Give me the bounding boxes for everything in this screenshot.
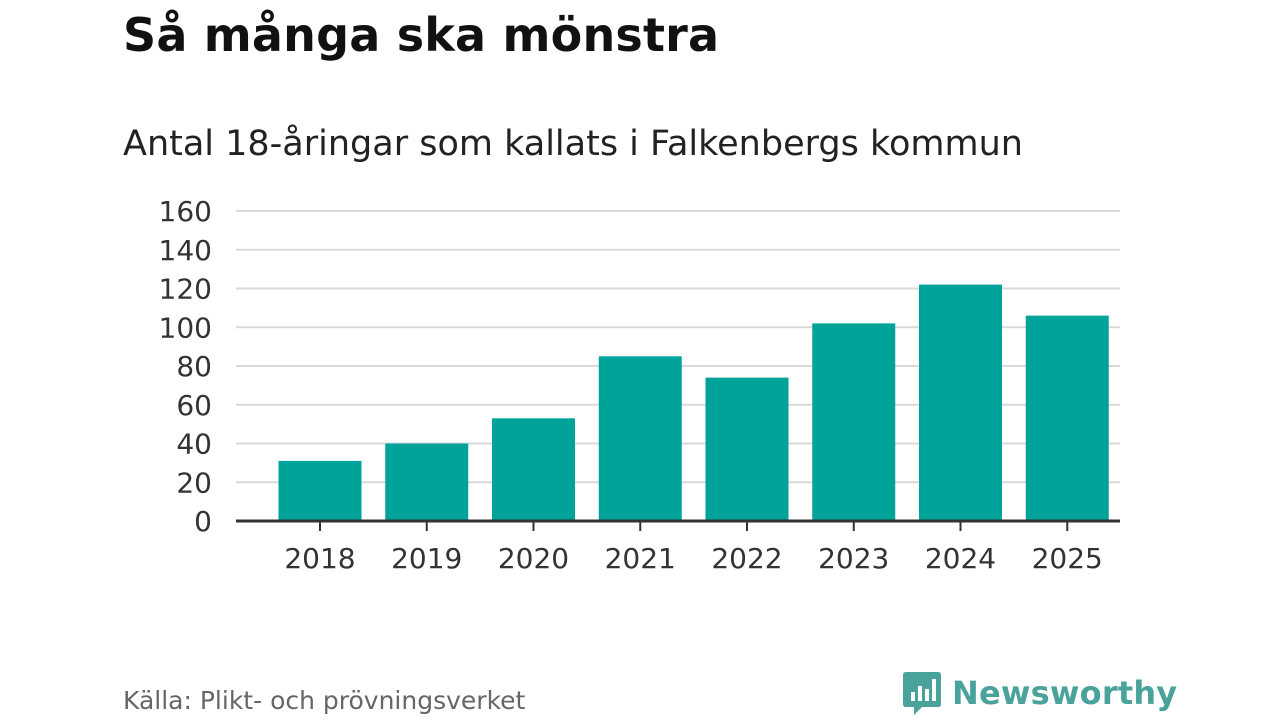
source-note: Källa: Plikt- och prövningsverket: [123, 686, 526, 715]
x-tick-label: 2021: [605, 542, 676, 575]
bar-2025: [1025, 315, 1109, 521]
y-tick-label: 0: [194, 505, 212, 538]
y-tick-label: 140: [159, 234, 212, 267]
bar-2022: [705, 377, 789, 521]
x-tick-label: 2025: [1032, 542, 1103, 575]
y-tick-label: 40: [176, 428, 212, 461]
x-tick-label: 2018: [284, 542, 355, 575]
x-tick-label: 2020: [498, 542, 569, 575]
x-tick-label: 2019: [391, 542, 462, 575]
y-tick-label: 120: [159, 273, 212, 306]
bar-2019: [385, 443, 469, 521]
y-tick-label: 60: [176, 389, 212, 422]
x-tick-label: 2023: [818, 542, 889, 575]
bar-2024: [919, 284, 1002, 521]
bar-2023: [812, 323, 896, 521]
x-tick-label: 2024: [925, 542, 996, 575]
chart-title: Så många ska mönstra: [123, 8, 720, 62]
brand-logo: Newsworthy: [902, 670, 1177, 716]
bar-2020: [492, 418, 575, 521]
y-tick-label: 80: [176, 350, 212, 383]
bar-2018: [278, 460, 362, 521]
x-tick-label: 2022: [711, 542, 782, 575]
newsworthy-logo-icon: [903, 672, 941, 715]
brand-name: Newsworthy: [952, 674, 1178, 712]
chart-subtitle: Antal 18-åringar som kallats i Falkenber…: [123, 124, 1023, 164]
y-tick-label: 20: [176, 466, 212, 499]
y-tick-label: 100: [159, 311, 212, 344]
y-tick-label: 160: [159, 195, 212, 228]
bar-2021: [598, 356, 682, 521]
